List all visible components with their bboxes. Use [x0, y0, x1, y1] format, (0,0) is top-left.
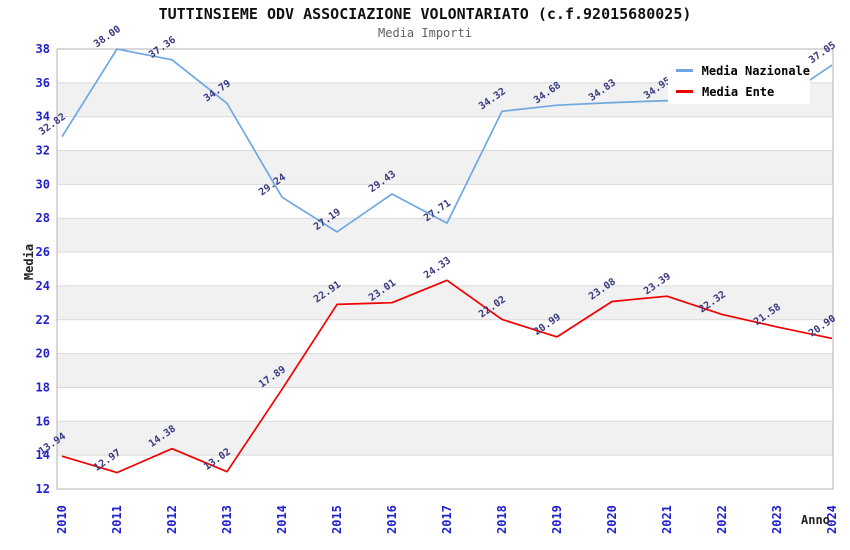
legend-label-ente: Media Ente	[702, 84, 775, 99]
x-tick-label: 2022	[715, 505, 729, 534]
x-tick-label: 2016	[385, 505, 399, 534]
y-tick-label: 34	[36, 110, 50, 124]
x-tick-label: 2017	[440, 505, 454, 534]
x-tick-label: 2013	[220, 505, 234, 534]
x-tick-label: 2014	[275, 505, 289, 534]
x-tick-label: 2024	[825, 505, 839, 534]
legend-item-media-nazionale: Media Nazionale	[676, 64, 810, 78]
legend-item-media-ente: Media Ente	[676, 85, 810, 99]
x-tick-label: 2012	[165, 505, 179, 534]
x-tick-label: 2018	[495, 505, 509, 534]
y-tick-label: 32	[36, 144, 50, 158]
chart-subtitle: Media Importi	[378, 26, 472, 40]
y-tick-label: 36	[36, 76, 50, 90]
plot-band	[57, 218, 833, 253]
y-tick-label: 28	[36, 211, 50, 225]
plot-border	[56, 48, 834, 490]
y-tick-label: 38	[36, 42, 50, 56]
chart-title: TUTTINSIEME ODV ASSOCIAZIONE VOLONTARIAT…	[158, 5, 692, 23]
y-tick-label: 14	[36, 448, 50, 462]
legend-line-nazionale-icon	[676, 69, 693, 72]
x-tick-label: 2010	[55, 505, 69, 534]
y-tick-label: 12	[36, 482, 50, 496]
x-tick-label: 2023	[770, 505, 784, 534]
y-tick-label: 24	[36, 279, 50, 293]
plot-band	[57, 353, 833, 388]
y-tick-label: 18	[36, 380, 50, 394]
legend-label-nazionale: Media Nazionale	[701, 63, 810, 78]
x-tick-label: 2019	[550, 505, 564, 534]
y-tick-label: 22	[36, 313, 50, 327]
legend: Media Nazionale Media Ente	[668, 58, 810, 104]
plot-band	[57, 421, 833, 456]
legend-line-ente-icon	[676, 90, 693, 93]
x-axis-title: Anno	[801, 513, 830, 527]
x-tick-label: 2020	[605, 505, 619, 534]
series-line-media-ente	[61, 279, 833, 474]
y-axis-title: Media	[22, 243, 36, 281]
plot-band	[57, 150, 833, 185]
x-tick-label: 2011	[110, 505, 124, 534]
y-tick-label: 26	[36, 245, 50, 259]
point-label-media-ente: 24.33	[422, 255, 453, 281]
y-tick-label: 30	[36, 177, 50, 191]
x-tick-label: 2015	[330, 505, 344, 534]
x-tick-label: 2021	[660, 505, 674, 534]
y-tick-label: 20	[36, 347, 50, 361]
plot-band	[57, 285, 833, 320]
y-tick-label: 16	[36, 414, 50, 428]
